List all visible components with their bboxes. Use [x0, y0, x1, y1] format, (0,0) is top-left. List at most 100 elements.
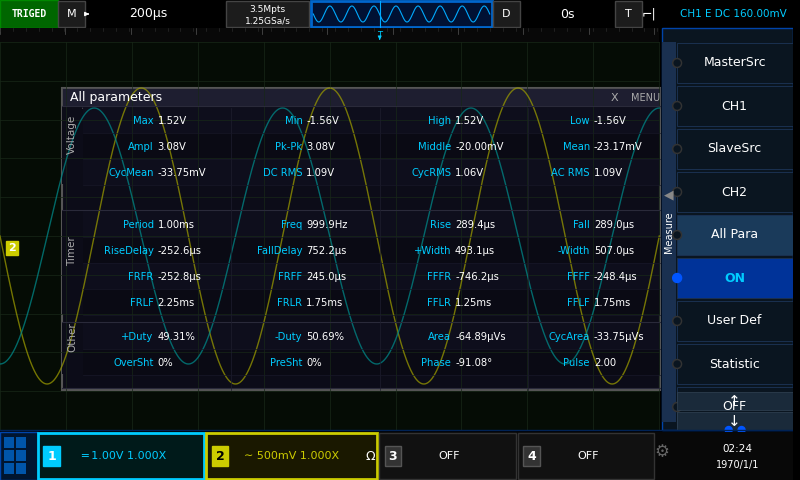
Text: -91.08°: -91.08° — [455, 358, 492, 368]
Circle shape — [673, 403, 682, 411]
Text: User Def: User Def — [707, 314, 762, 327]
FancyBboxPatch shape — [677, 172, 793, 212]
Circle shape — [674, 232, 680, 238]
Text: -252.6μs: -252.6μs — [158, 246, 202, 256]
Text: +Duty: +Duty — [122, 332, 154, 342]
FancyBboxPatch shape — [0, 28, 659, 42]
Circle shape — [674, 318, 680, 324]
FancyBboxPatch shape — [662, 42, 676, 422]
Text: 1.09V: 1.09V — [306, 168, 335, 178]
Text: Low: Low — [570, 116, 590, 126]
Bar — [4, 437, 14, 448]
FancyBboxPatch shape — [83, 349, 660, 375]
FancyBboxPatch shape — [0, 432, 38, 480]
Text: AC RMS: AC RMS — [551, 168, 590, 178]
Text: Middle: Middle — [418, 142, 451, 152]
FancyBboxPatch shape — [83, 107, 660, 133]
Text: ∼ 500mV 1.000X: ∼ 500mV 1.000X — [244, 451, 339, 461]
Text: FFFF: FFFF — [567, 272, 590, 282]
Text: Statistic: Statistic — [709, 358, 760, 371]
Text: MENU: MENU — [630, 93, 660, 103]
FancyBboxPatch shape — [677, 392, 793, 410]
Text: 999.9Hz: 999.9Hz — [306, 220, 348, 230]
Text: 1.25ms: 1.25ms — [455, 298, 492, 308]
Text: RiseDelay: RiseDelay — [104, 246, 154, 256]
Text: ═ 1.00V 1.000X: ═ 1.00V 1.000X — [82, 451, 166, 461]
Text: 3.5Mpts: 3.5Mpts — [250, 4, 286, 13]
Text: Pulse: Pulse — [563, 358, 590, 368]
Text: -1.56V: -1.56V — [594, 116, 626, 126]
Circle shape — [726, 427, 732, 433]
Text: 1.25GSa/s: 1.25GSa/s — [245, 16, 290, 25]
Text: 1.75ms: 1.75ms — [594, 298, 631, 308]
Text: Freq: Freq — [281, 220, 302, 230]
Text: 1970/1/1: 1970/1/1 — [716, 460, 759, 470]
Text: D: D — [502, 9, 511, 19]
Text: Area: Area — [428, 332, 451, 342]
Text: -252.8μs: -252.8μs — [158, 272, 202, 282]
Text: FRFR: FRFR — [129, 272, 154, 282]
Circle shape — [674, 60, 680, 66]
Circle shape — [674, 189, 680, 195]
Text: Ampl: Ampl — [128, 142, 154, 152]
Text: X: X — [610, 93, 618, 103]
Text: 493.1μs: 493.1μs — [455, 246, 495, 256]
Text: 3.08V: 3.08V — [158, 142, 186, 152]
Text: ◀: ◀ — [664, 189, 674, 202]
Text: -Width: -Width — [558, 246, 590, 256]
FancyBboxPatch shape — [677, 215, 793, 255]
FancyBboxPatch shape — [0, 0, 58, 28]
Text: -33.75mV: -33.75mV — [158, 168, 206, 178]
Text: Period: Period — [122, 220, 154, 230]
FancyBboxPatch shape — [311, 1, 492, 27]
FancyBboxPatch shape — [58, 1, 86, 27]
FancyBboxPatch shape — [0, 42, 659, 430]
Text: Voltage: Voltage — [67, 114, 78, 154]
Text: 289.4μs: 289.4μs — [455, 220, 495, 230]
FancyBboxPatch shape — [62, 106, 82, 184]
Text: 1.75ms: 1.75ms — [306, 298, 343, 308]
Text: FRLR: FRLR — [278, 298, 302, 308]
Bar — [16, 450, 26, 461]
Text: PreSht: PreSht — [270, 358, 302, 368]
Text: SlaveSrc: SlaveSrc — [707, 143, 762, 156]
Text: 752.2μs: 752.2μs — [306, 246, 346, 256]
FancyBboxPatch shape — [677, 86, 793, 126]
Text: +Width: +Width — [414, 246, 451, 256]
Text: ⚙: ⚙ — [655, 443, 670, 461]
Text: -20.00mV: -20.00mV — [455, 142, 503, 152]
Circle shape — [673, 188, 682, 196]
Text: ↓: ↓ — [728, 413, 741, 429]
Circle shape — [673, 274, 682, 283]
Bar — [16, 437, 26, 448]
Text: 3: 3 — [388, 449, 397, 463]
FancyBboxPatch shape — [83, 323, 660, 349]
FancyBboxPatch shape — [83, 263, 660, 289]
Text: 02:24: 02:24 — [722, 444, 753, 454]
Text: FFFR: FFFR — [427, 272, 451, 282]
Text: 1.52V: 1.52V — [455, 116, 484, 126]
Text: 4: 4 — [527, 449, 536, 463]
Circle shape — [673, 144, 682, 154]
Text: 0%: 0% — [158, 358, 174, 368]
Circle shape — [674, 361, 680, 367]
Text: 0s: 0s — [560, 8, 574, 21]
FancyBboxPatch shape — [677, 43, 793, 83]
Text: FFLF: FFLF — [567, 298, 590, 308]
Circle shape — [674, 146, 680, 152]
Text: CycArea: CycArea — [549, 332, 590, 342]
Text: TRIGED: TRIGED — [11, 9, 46, 19]
Text: OFF: OFF — [577, 451, 598, 461]
Text: T: T — [625, 9, 632, 19]
Text: Phase: Phase — [422, 358, 451, 368]
FancyBboxPatch shape — [62, 322, 82, 374]
Text: Other: Other — [67, 322, 78, 352]
FancyBboxPatch shape — [226, 1, 310, 27]
Text: 245.0μs: 245.0μs — [306, 272, 346, 282]
Text: -23.17mV: -23.17mV — [594, 142, 642, 152]
FancyBboxPatch shape — [206, 433, 377, 479]
Text: FFLR: FFLR — [427, 298, 451, 308]
Text: FRFF: FRFF — [278, 272, 302, 282]
Text: M: M — [66, 9, 76, 19]
Circle shape — [673, 230, 682, 240]
